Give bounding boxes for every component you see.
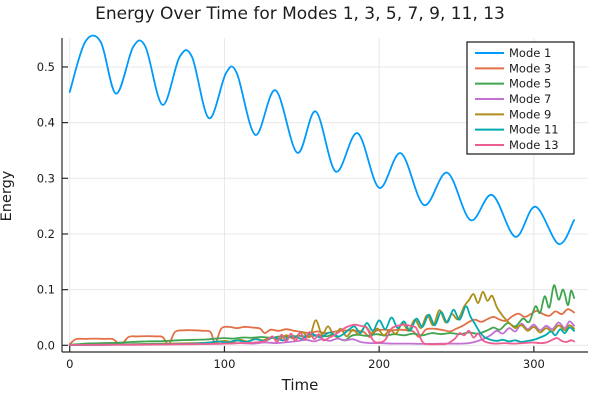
legend-label: Mode 11 xyxy=(509,123,559,137)
series-mode-13 xyxy=(68,323,575,346)
y-tick-label: 0.4 xyxy=(37,116,55,130)
y-tick-label: 0.5 xyxy=(37,60,55,74)
y-axis-label: Energy xyxy=(0,170,15,222)
chart-title: Energy Over Time for Modes 1, 3, 5, 7, 9… xyxy=(95,4,505,24)
series-mode-11 xyxy=(68,305,575,346)
x-tick-label: 200 xyxy=(368,357,390,371)
legend-label: Mode 7 xyxy=(509,92,551,106)
y-tick-label: 0.1 xyxy=(37,283,55,297)
y-tick-label: 0.2 xyxy=(37,227,55,241)
legend-label: Mode 5 xyxy=(509,77,551,91)
series-mode-5 xyxy=(68,284,575,346)
legend-label: Mode 3 xyxy=(509,61,551,75)
x-tick-label: 0 xyxy=(66,357,73,371)
legend-label: Mode 1 xyxy=(509,46,551,60)
legend-label: Mode 13 xyxy=(509,138,559,152)
legend-label: Mode 9 xyxy=(509,107,551,121)
y-tick-label: 0.0 xyxy=(37,338,55,352)
series-mode-1 xyxy=(68,34,575,245)
x-axis-label: Time xyxy=(281,376,319,394)
x-tick-label: 300 xyxy=(523,357,545,371)
series-mode-7 xyxy=(68,320,575,346)
y-tick-label: 0.3 xyxy=(37,171,55,185)
x-tick-label: 100 xyxy=(213,357,235,371)
